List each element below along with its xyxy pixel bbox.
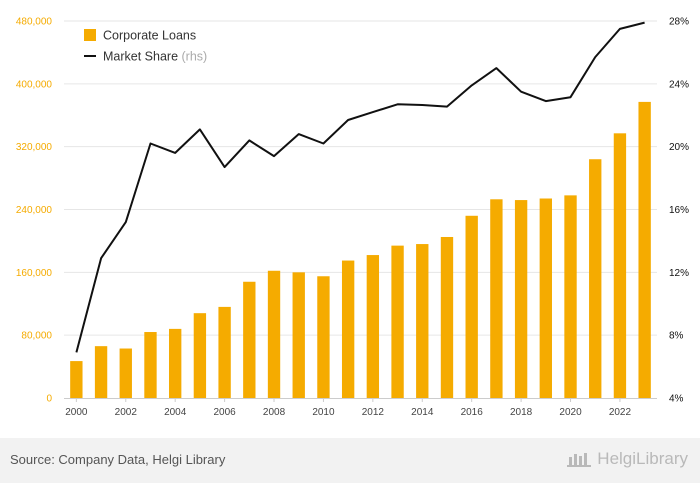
bar xyxy=(440,236,454,398)
market-share-line xyxy=(75,21,645,353)
y-right-tick-label: 8% xyxy=(669,331,684,342)
x-tick-label: 2010 xyxy=(312,407,335,418)
y-right-tick-label: 4% xyxy=(669,394,684,405)
y-left-tick-label: 160,000 xyxy=(16,268,53,279)
bar xyxy=(366,255,380,398)
brand-name: HelgiLibrary xyxy=(597,449,688,468)
x-tick-label: 2004 xyxy=(164,407,187,418)
bar xyxy=(514,200,528,398)
footer: Source: Company Data, Helgi Library Helg… xyxy=(0,438,700,483)
y-left-tick-label: 0 xyxy=(46,394,52,405)
y-left-tick-label: 240,000 xyxy=(16,205,53,216)
legend-label: Corporate Loans xyxy=(103,29,196,43)
y-left-tick-label: 400,000 xyxy=(16,79,53,90)
bar xyxy=(267,270,281,398)
bar xyxy=(416,244,429,398)
x-tick-label: 2002 xyxy=(115,407,138,418)
bar xyxy=(539,198,552,398)
bar xyxy=(169,328,182,398)
x-tick-label: 2018 xyxy=(510,407,533,418)
bar xyxy=(243,281,256,398)
bar xyxy=(564,195,577,398)
bar xyxy=(292,272,305,398)
x-tick-label: 2006 xyxy=(213,407,236,418)
bar xyxy=(193,313,207,398)
x-tick-label: 2022 xyxy=(609,407,632,418)
x-tick-label: 2012 xyxy=(362,407,385,418)
x-tick-label: 2014 xyxy=(411,407,434,418)
bar xyxy=(589,159,602,398)
legend-label-main: Market Share xyxy=(103,50,182,64)
legend-label: Market Share (rhs) xyxy=(103,50,207,64)
bar xyxy=(391,245,404,398)
bar xyxy=(465,215,478,398)
x-tick-label: 2016 xyxy=(461,407,484,418)
y-left-tick-label: 80,000 xyxy=(21,331,52,342)
y-right-tick-label: 20% xyxy=(669,142,689,153)
bar xyxy=(119,348,132,398)
bar xyxy=(70,361,83,398)
y-right-tick-label: 24% xyxy=(669,79,689,90)
x-tick-label: 2000 xyxy=(65,407,88,418)
x-tick-label: 2008 xyxy=(263,407,286,418)
x-tick-label: 2020 xyxy=(559,407,582,418)
bar xyxy=(638,101,651,398)
bar xyxy=(490,199,503,398)
bar xyxy=(218,306,231,398)
helgi-logo-icon xyxy=(567,453,592,467)
y-right-tick-label: 16% xyxy=(669,205,689,216)
bar xyxy=(94,346,108,398)
y-left-tick-label: 480,000 xyxy=(16,17,53,28)
y-right-tick-label: 12% xyxy=(669,268,689,279)
bar xyxy=(317,276,330,398)
legend-swatch-bar xyxy=(84,29,96,41)
brand: HelgiLibrary xyxy=(567,449,688,469)
legend-label-suffix: (rhs) xyxy=(182,50,208,64)
chart-svg: 0 4% 80,000 8% 160,000 12% 240,000 16% 320,000 20… xyxy=(16,17,689,419)
y-right-tick-label: 28% xyxy=(669,17,689,28)
bar xyxy=(613,133,627,399)
bar xyxy=(144,332,157,398)
source-note: Source: Company Data, Helgi Library xyxy=(10,452,226,467)
y-left-tick-label: 320,000 xyxy=(16,142,53,153)
bar xyxy=(341,260,355,398)
